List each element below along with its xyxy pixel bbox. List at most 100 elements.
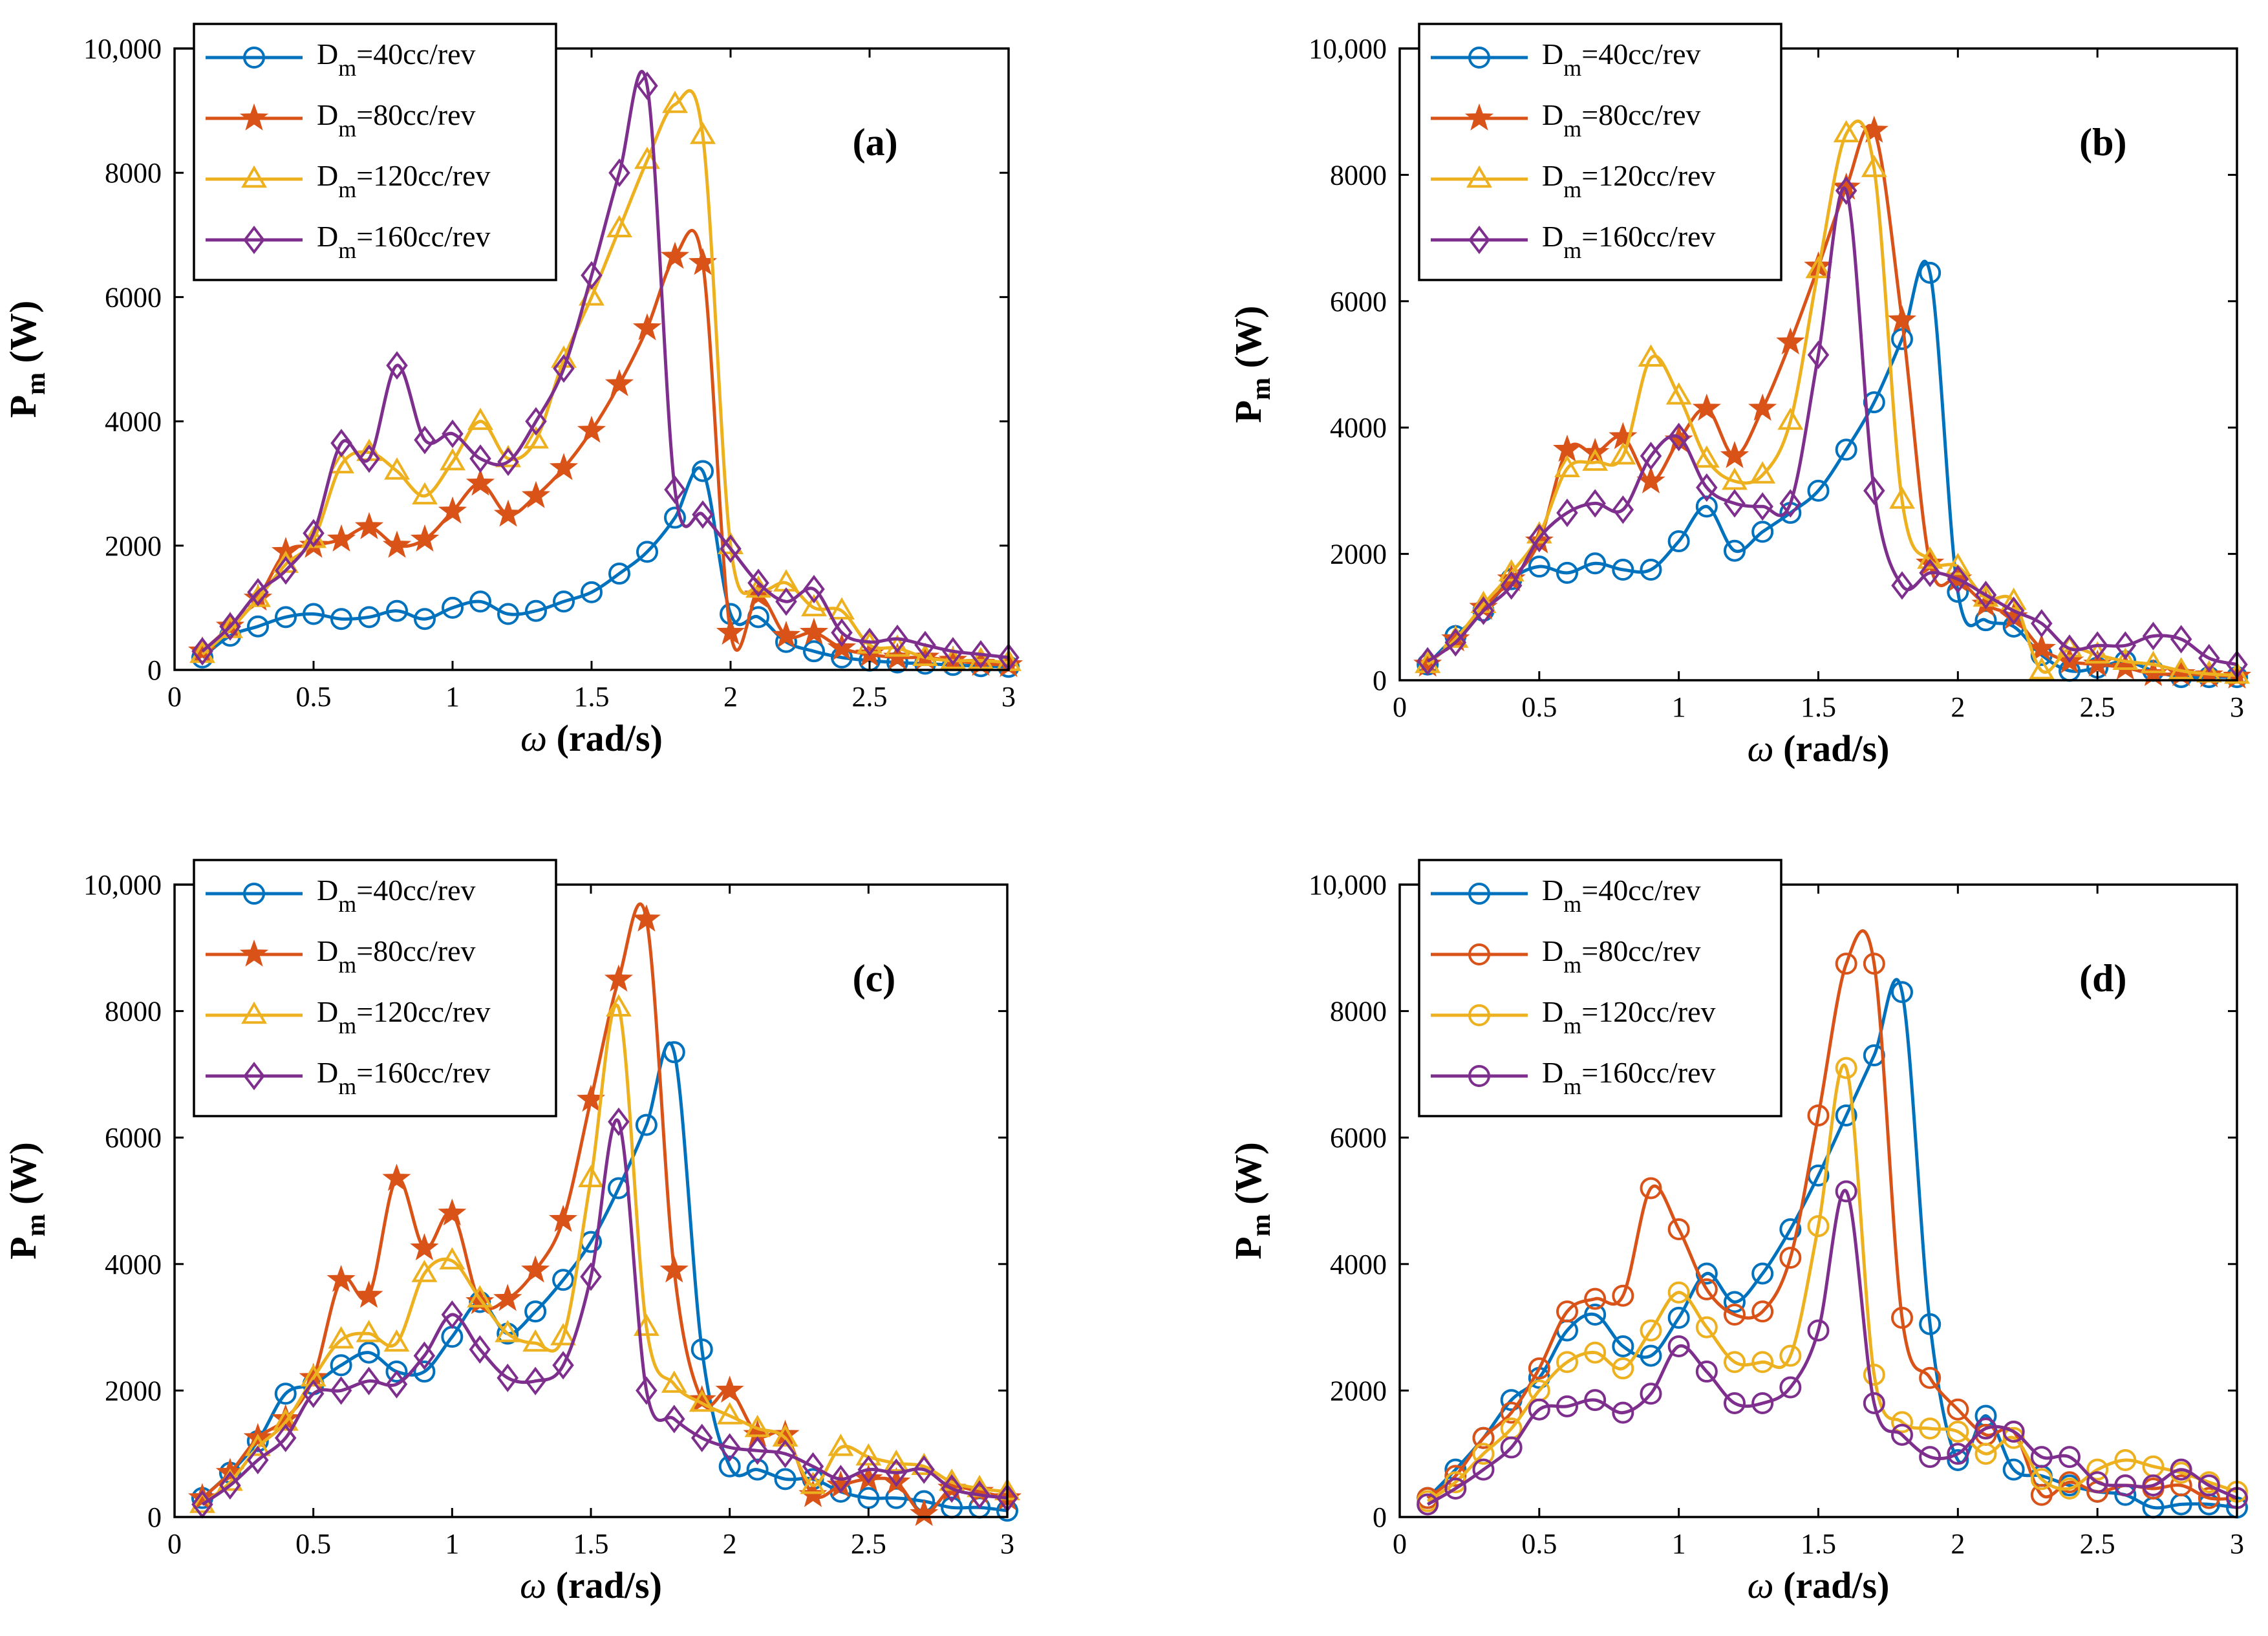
legend-swatch-marker — [1466, 165, 1492, 188]
data-point — [442, 596, 464, 619]
data-point — [2002, 1420, 2025, 1443]
data-point — [274, 1383, 297, 1405]
data-point — [383, 1329, 410, 1352]
legend-swatch-marker — [243, 1061, 265, 1091]
data-point — [857, 1487, 880, 1509]
x-tick-label: 1 — [445, 1528, 459, 1560]
data-point — [386, 351, 408, 380]
data-point — [524, 1300, 547, 1323]
data-point — [2170, 1474, 2192, 1497]
legend-item: Dm=80cc/rev — [1431, 934, 1701, 978]
data-point — [608, 563, 630, 585]
x-tick-label: 0.5 — [296, 681, 332, 713]
legend-item: Dm=40cc/rev — [206, 38, 476, 81]
data-point — [1582, 448, 1609, 471]
legend-label: Dm=160cc/rev — [317, 220, 491, 263]
data-point — [690, 1423, 713, 1452]
data-point — [303, 603, 325, 625]
legend-label: Dm=120cc/rev — [1542, 995, 1716, 1039]
data-point — [523, 426, 549, 449]
x-tick-label: 3 — [2230, 1528, 2244, 1560]
data-point — [884, 634, 910, 657]
data-point — [716, 618, 745, 645]
data-point — [1919, 1446, 1942, 1469]
data-point — [2142, 1474, 2165, 1497]
data-point — [1835, 438, 1857, 461]
data-point — [1945, 552, 1971, 576]
data-point — [467, 1285, 493, 1308]
data-point — [855, 1443, 882, 1466]
data-point — [1724, 1392, 1746, 1414]
data-point — [1640, 1344, 1662, 1367]
data-point — [275, 556, 297, 585]
x-tick-label: 2.5 — [852, 681, 888, 713]
data-point — [1779, 1218, 1802, 1241]
x-tick-label: 0 — [1393, 1528, 1407, 1560]
legend-item: Dm=40cc/rev — [206, 874, 476, 917]
data-point — [1891, 1411, 1913, 1434]
legend-label: Dm=80cc/rev — [317, 934, 476, 978]
series-4 — [1417, 176, 2248, 679]
data-point — [272, 1408, 299, 1431]
legend-item: Dm=80cc/rev — [206, 98, 476, 142]
data-point — [1610, 442, 1636, 465]
data-point — [1833, 120, 1859, 143]
data-point — [1863, 953, 1885, 975]
legend-swatch-marker — [241, 1001, 267, 1024]
data-point — [1612, 1335, 1634, 1357]
data-point — [910, 1498, 939, 1526]
legend-label: Dm=120cc/rev — [317, 995, 491, 1039]
legend-label: Dm=160cc/rev — [317, 1056, 491, 1099]
data-point — [553, 354, 575, 383]
data-point — [1693, 445, 1720, 468]
legend-swatch-marker — [1468, 883, 1490, 905]
data-point — [659, 1255, 689, 1283]
data-point — [2030, 1446, 2053, 1469]
data-point — [687, 1384, 716, 1412]
data-point — [1974, 1443, 1997, 1465]
data-point — [469, 590, 491, 613]
data-point — [358, 1341, 380, 1364]
x-axis-label: ω (rad/s) — [1748, 727, 1890, 770]
y-axis-label: Pm (W) — [1227, 1142, 1276, 1260]
data-point — [1695, 495, 1718, 518]
y-tick-label: 4000 — [1330, 412, 1387, 444]
legend: Dm=40cc/rev Dm=80cc/rev Dm=120cc/rev Dm=160… — [193, 859, 557, 1117]
x-axis-label: ω (rad/s) — [520, 717, 663, 759]
data-point — [469, 444, 491, 473]
x-tick-label: 1.5 — [574, 681, 610, 713]
data-point — [1444, 1477, 1467, 1500]
data-point — [857, 1455, 880, 1484]
data-point — [1667, 422, 1690, 451]
data-point — [1472, 1458, 1495, 1481]
data-point — [524, 1366, 546, 1395]
data-point — [191, 637, 213, 666]
data-point — [692, 500, 714, 529]
data-point — [1638, 344, 1664, 367]
data-point — [1556, 499, 1578, 528]
series-line — [201, 229, 1009, 667]
data-point — [1612, 495, 1634, 524]
data-point — [771, 620, 801, 648]
data-point — [330, 429, 352, 458]
panel-label: (a) — [853, 121, 898, 164]
legend-label: Dm=80cc/rev — [1542, 934, 1701, 978]
x-tick-label: 0 — [167, 681, 182, 713]
data-point — [1807, 1319, 1830, 1342]
legend: Dm=40cc/rev Dm=80cc/rev Dm=120cc/rev Dm=160… — [1418, 859, 1782, 1117]
data-point — [829, 1465, 852, 1494]
data-point — [493, 1284, 522, 1311]
data-point — [1695, 1361, 1718, 1383]
y-tick-label: 2000 — [105, 530, 162, 562]
data-point — [1835, 1104, 1857, 1126]
data-point — [608, 1107, 630, 1136]
data-point — [2140, 651, 2166, 673]
data-point — [746, 1436, 769, 1465]
panel-label: (c) — [853, 957, 896, 1000]
data-point — [385, 1370, 408, 1399]
legend-item: Dm=120cc/rev — [1431, 995, 1716, 1039]
data-point — [438, 496, 467, 524]
legend-label: Dm=160cc/rev — [1542, 1056, 1716, 1099]
data-point — [525, 407, 547, 436]
data-point — [1779, 1376, 1802, 1399]
